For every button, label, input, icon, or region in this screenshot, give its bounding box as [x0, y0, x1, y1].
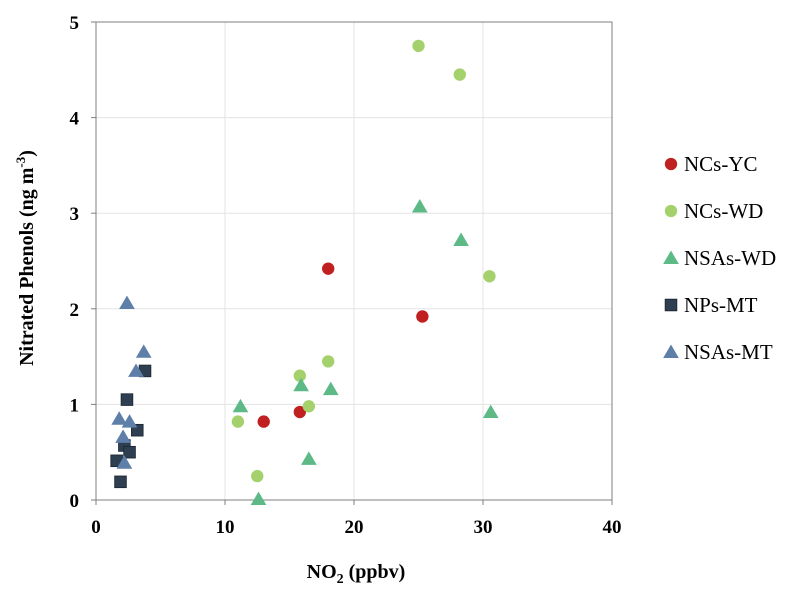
data-point-ncs-wd — [293, 369, 306, 382]
x-tick-label: 40 — [603, 517, 622, 538]
data-point-nsas-mt — [115, 429, 131, 443]
data-point-nsas-mt — [116, 455, 133, 469]
data-point-ncs-wd — [322, 355, 335, 368]
data-point-ncs-wd — [231, 415, 245, 428]
data-point-nsas-mt — [121, 414, 138, 428]
legend-label-nps-mt: NPs-MT — [684, 293, 758, 317]
legend-marker-nps-mt — [664, 298, 678, 312]
legend-label-nsas-mt: NSAs-MT — [684, 340, 773, 364]
x-axis-title-rest: (ppbv) — [344, 561, 406, 583]
x-axis-title-subscript: 2 — [337, 572, 344, 587]
data-point-ncs-wd — [483, 270, 496, 283]
data-point-nps-mt — [120, 393, 134, 406]
x-tick-label: 0 — [91, 517, 101, 538]
legend-marker-nsas-wd — [663, 250, 679, 264]
y-axis-title-rest: ) — [16, 150, 38, 157]
data-point-nsas-wd — [453, 232, 469, 246]
data-point-ncs-wd — [251, 469, 264, 483]
data-point-ncs-wd — [302, 400, 316, 413]
legend-marker-ncs-yc — [664, 157, 678, 171]
data-point-nsas-wd — [250, 491, 267, 506]
data-point-nsas-wd — [411, 199, 428, 213]
y-axis-title-main: Nitrated Phenols (ng m — [16, 167, 38, 366]
data-point-nsas-mt — [119, 295, 135, 310]
y-tick-label: 0 — [70, 491, 80, 512]
data-points — [110, 39, 499, 506]
y-tick-label: 4 — [70, 109, 80, 130]
data-point-nsas-mt — [128, 363, 144, 377]
legend: NCs-YC NCs-WD NSAs-WD NPs-MT NSAs-MT — [663, 152, 776, 364]
y-tick-label: 5 — [70, 13, 80, 34]
x-tick-label: 20 — [345, 517, 364, 538]
data-point-ncs-yc — [257, 415, 270, 428]
data-point-nsas-mt — [135, 344, 152, 358]
x-axis-title: NO2 (ppbv) — [307, 561, 406, 587]
legend-label-ncs-yc: NCs-YC — [684, 152, 758, 176]
y-axis-title: Nitrated Phenols (ng m-3) — [13, 150, 38, 366]
x-tick-label: 10 — [216, 517, 235, 538]
grid-lines — [96, 22, 612, 500]
legend-label-ncs-wd: NCs-WD — [684, 199, 763, 223]
data-point-nps-mt — [114, 475, 127, 489]
data-point-ncs-wd — [453, 68, 466, 81]
y-axis-title-superscript: -3 — [13, 156, 28, 167]
x-axis-ticks: 0 10 20 30 40 — [91, 500, 622, 538]
data-point-ncs-yc — [322, 262, 335, 275]
data-point-nsas-wd — [293, 377, 309, 392]
data-point-nsas-wd — [301, 451, 317, 465]
data-point-nps-mt — [131, 423, 144, 437]
x-tick-label: 30 — [474, 517, 493, 538]
data-point-ncs-yc — [293, 405, 306, 419]
data-point-ncs-wd — [412, 39, 425, 53]
legend-marker-nsas-mt — [663, 344, 679, 358]
y-tick-label: 2 — [70, 300, 80, 321]
x-axis-title-main: NO — [307, 561, 337, 583]
legend-marker-ncs-wd — [664, 204, 678, 218]
data-point-nsas-wd — [322, 381, 339, 396]
y-axis-ticks: 0 1 2 3 4 5 — [70, 13, 96, 512]
data-point-nps-mt — [123, 445, 136, 459]
y-tick-label: 3 — [70, 204, 80, 225]
y-tick-label: 1 — [70, 395, 80, 416]
data-point-nsas-mt — [111, 411, 128, 425]
legend-label-nsas-wd: NSAs-WD — [684, 246, 776, 270]
data-point-nsas-wd — [482, 404, 499, 419]
data-point-ncs-yc — [416, 310, 429, 323]
data-point-nsas-wd — [232, 398, 249, 413]
